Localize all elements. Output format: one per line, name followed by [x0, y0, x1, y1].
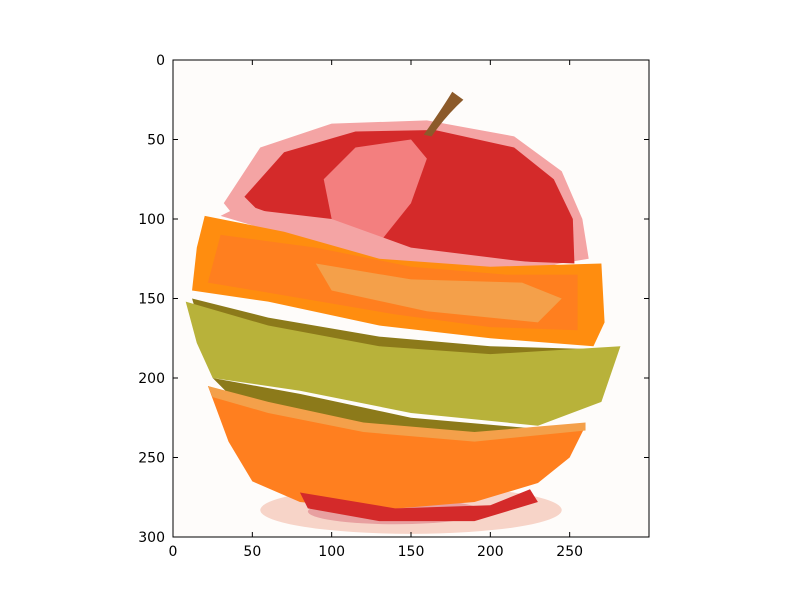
y-tick-label: 0	[156, 53, 165, 69]
kiwi-slice	[185, 301, 621, 426]
x-tick-label: 100	[318, 544, 345, 560]
x-tick-label: 150	[398, 544, 425, 560]
y-axis: 0 50 100 150 200 250 300	[138, 53, 649, 546]
y-tick-label: 200	[138, 371, 165, 387]
apple-stem	[423, 91, 464, 137]
image-area	[173, 60, 649, 537]
apple-bottom	[299, 489, 538, 522]
orange-texture-upper	[315, 263, 562, 323]
y-tick-label: 250	[138, 451, 165, 467]
x-tick-label: 200	[477, 544, 504, 560]
x-tick-label: 250	[556, 544, 583, 560]
y-tick-label: 300	[138, 530, 165, 546]
x-tick-label: 0	[169, 544, 178, 560]
y-tick-label: 50	[147, 133, 165, 149]
orange-rind-lower	[207, 385, 586, 442]
x-axis: 0 50 100 150 200 250	[169, 60, 583, 560]
apple-highlight	[323, 139, 427, 243]
apple-slice-edge	[220, 207, 578, 283]
x-tick-label: 50	[243, 544, 261, 560]
y-tick-label: 100	[138, 212, 165, 228]
y-tick-label: 150	[138, 292, 165, 308]
